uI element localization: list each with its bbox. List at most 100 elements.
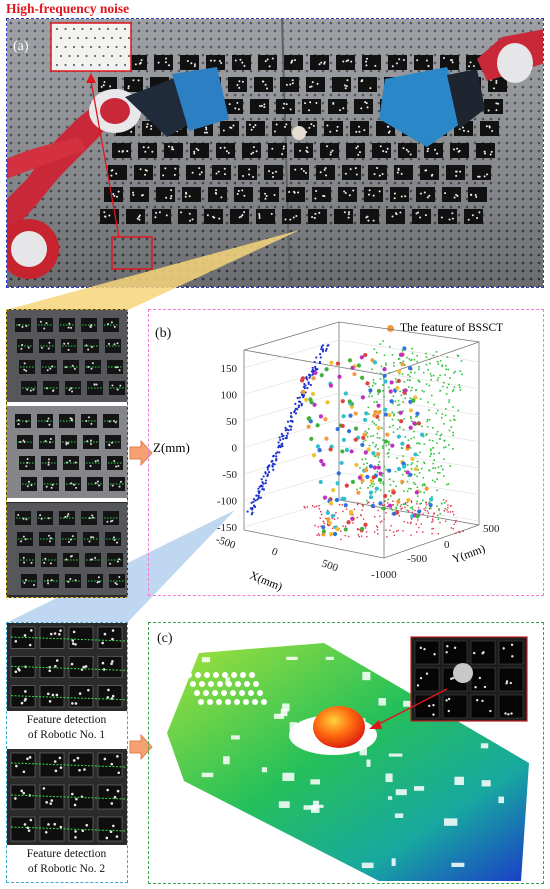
calibration-board [294, 143, 313, 158]
calibration-board [414, 55, 433, 70]
legend-marker [387, 324, 394, 332]
calibration-board [446, 165, 465, 180]
z-axis-label: Z(mm) [153, 440, 190, 455]
calibration-board [368, 165, 387, 180]
calibration-board [362, 55, 381, 70]
z-tick-label: 50 [226, 416, 238, 428]
calibration-board [476, 143, 495, 158]
calibration-board [440, 55, 459, 70]
calibration-board [334, 209, 353, 224]
calibration-board [282, 209, 301, 224]
calibration-board [320, 143, 339, 158]
calibration-board [258, 55, 277, 70]
caption-robot-1-line-1: Feature detection [26, 714, 107, 726]
sphere-arrow-head [369, 720, 382, 729]
panel-b-label: (b) [155, 326, 172, 341]
calibration-board [246, 121, 265, 136]
calibration-board [276, 99, 295, 114]
legend-text: The feature of BSSCT [400, 322, 504, 334]
camera-image-strip [6, 309, 128, 598]
y-axis-label: Y(mm) [451, 543, 487, 566]
z-tick-label: 100 [221, 390, 238, 402]
panel-a-title: High-frequency noise [6, 1, 130, 16]
z-tick-label: -100 [217, 496, 238, 508]
calibration-board [316, 165, 335, 180]
calibration-board [128, 55, 147, 70]
calibration-sphere [292, 126, 306, 140]
calibration-board [206, 55, 225, 70]
inset-sphere [453, 663, 473, 683]
calibration-board [358, 77, 377, 92]
sphere-point-cloud [313, 706, 365, 748]
calibration-board [416, 187, 435, 202]
calibration-board [212, 165, 231, 180]
y-tick-label: -1000 [371, 569, 397, 581]
calibration-board [112, 143, 131, 158]
panel-a-photo: (a) [6, 18, 544, 288]
calibration-board [338, 187, 357, 202]
calibration-board [336, 55, 355, 70]
calibration-board [156, 187, 175, 202]
y-tick-label: -500 [407, 553, 428, 565]
camera-images [7, 310, 127, 595]
y-tick-label: 0 [444, 539, 450, 551]
calibration-board [472, 165, 491, 180]
calibration-board [220, 121, 239, 136]
calibration-board [216, 143, 235, 158]
calibration-board [412, 209, 431, 224]
calibration-board [186, 165, 205, 180]
z-tick-label: -50 [222, 469, 237, 481]
calibration-board [442, 187, 461, 202]
calibration-board [260, 187, 279, 202]
x-tick-label: -500 [214, 534, 238, 552]
calibration-board [464, 209, 483, 224]
calibration-board [372, 143, 391, 158]
calibration-board [302, 99, 321, 114]
calibration-board [160, 165, 179, 180]
caption-robot-1: Feature detection of Robotic No. 1 [7, 713, 126, 743]
caption-robot-2-line-2: of Robotic No. 2 [27, 863, 106, 875]
calibration-board [98, 77, 117, 92]
calibration-board [364, 187, 383, 202]
calibration-board [126, 209, 145, 224]
robot-arm-left [7, 67, 229, 279]
z-tick-label: -150 [217, 522, 238, 534]
calibration-board [390, 187, 409, 202]
y-tick-label: 500 [483, 523, 500, 535]
calibration-board [484, 99, 503, 114]
arrow-to-panel-c [129, 734, 153, 760]
projection-wedge-yellow [6, 230, 300, 310]
calibration-board [272, 121, 291, 136]
calibration-board [488, 77, 507, 92]
z-tick-label: 0 [232, 443, 238, 455]
noise-arrow-head [86, 73, 96, 83]
calibration-board [182, 187, 201, 202]
calibration-board [238, 165, 257, 180]
calibration-board [342, 165, 361, 180]
calibration-board [354, 99, 373, 114]
calibration-board [310, 55, 329, 70]
caption-robot-2: Feature detection of Robotic No. 2 [7, 847, 126, 877]
calibration-board [190, 143, 209, 158]
calibration-board [208, 187, 227, 202]
x-tick-label: 0 [270, 546, 280, 559]
calibration-board [328, 99, 347, 114]
calibration-board [108, 165, 127, 180]
calibration-board [256, 209, 275, 224]
calibration-board [306, 77, 325, 92]
calibration-board [286, 187, 305, 202]
feature-image-robot-2 [7, 749, 127, 845]
feature-detection-strip: Feature detection of Robotic No. 1 Featu… [6, 622, 128, 883]
robot-scene-illustration [7, 19, 543, 287]
calibration-board [254, 77, 273, 92]
calibration-board [290, 165, 309, 180]
legend: The feature of BSSCT [387, 322, 503, 334]
panel-c-point-cloud: (c) [148, 622, 544, 884]
calibration-board [350, 121, 369, 136]
calibration-board [154, 55, 173, 70]
calibration-board [312, 187, 331, 202]
calibration-board [164, 143, 183, 158]
calibration-board [130, 187, 149, 202]
panel-c-label: (c) [157, 631, 173, 646]
